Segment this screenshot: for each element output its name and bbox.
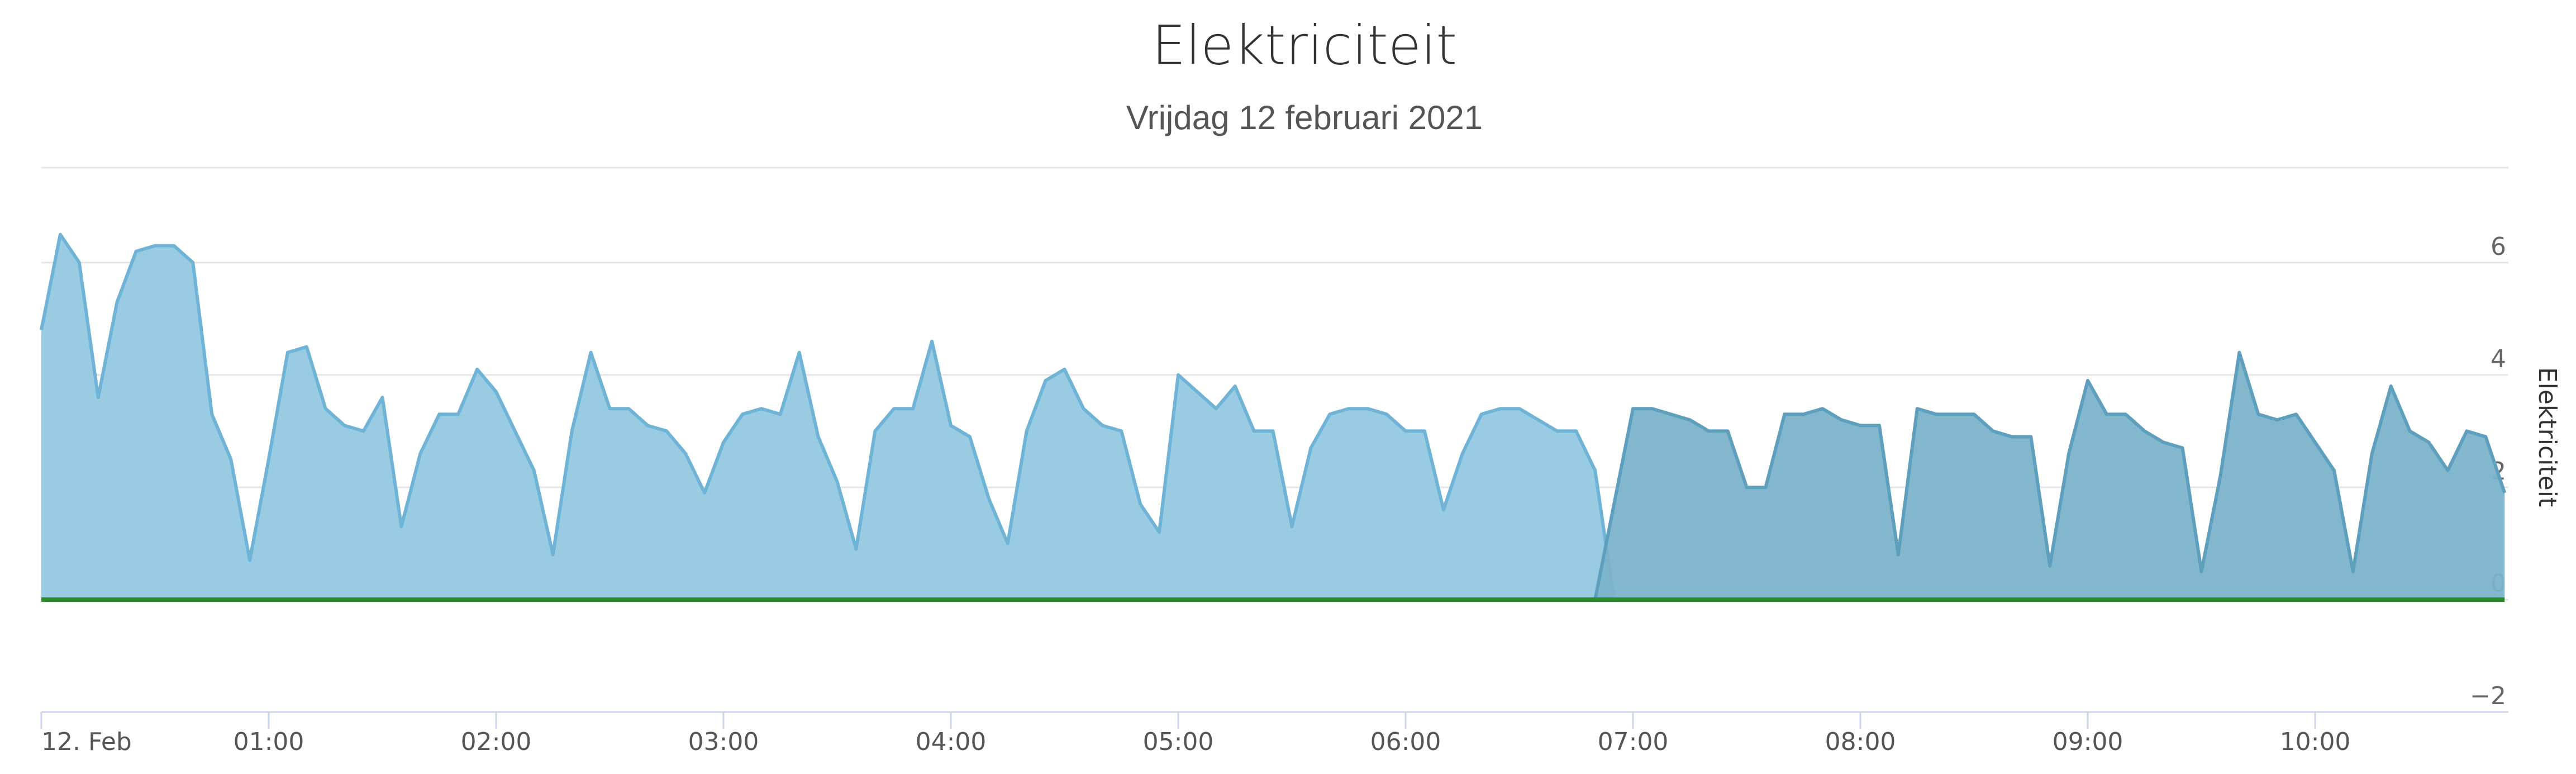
- area-fill: [41, 234, 1615, 600]
- chart-subtitle: Vrijdag 12 februari 2021: [1126, 99, 1483, 136]
- x-tick-label: 08:00: [1825, 728, 1896, 756]
- x-tick-label: 02:00: [461, 728, 532, 756]
- y-tick-label: −2: [2470, 682, 2506, 710]
- x-tick-label: 10:00: [2280, 728, 2351, 756]
- x-tick-label: 06:00: [1370, 728, 1441, 756]
- y-axis-title: Elektriciteit: [2533, 367, 2561, 507]
- series-line: [1593, 350, 2507, 600]
- series-line: [40, 232, 1616, 600]
- x-tick-label: 07:00: [1598, 728, 1669, 756]
- y-tick-label: 6: [2491, 232, 2506, 261]
- chart-title: Elektriciteit: [1152, 14, 1457, 77]
- x-tick-label: 05:00: [1143, 728, 1214, 756]
- x-tick-label: 03:00: [688, 728, 759, 756]
- x-tick-label: 09:00: [2053, 728, 2123, 756]
- area-fill: [1595, 352, 2505, 600]
- y-tick-label: 4: [2491, 345, 2506, 373]
- x-tick-label: 01:00: [234, 728, 304, 756]
- x-tick-label: 12. Feb: [41, 728, 132, 756]
- x-tick-label: 04:00: [916, 728, 987, 756]
